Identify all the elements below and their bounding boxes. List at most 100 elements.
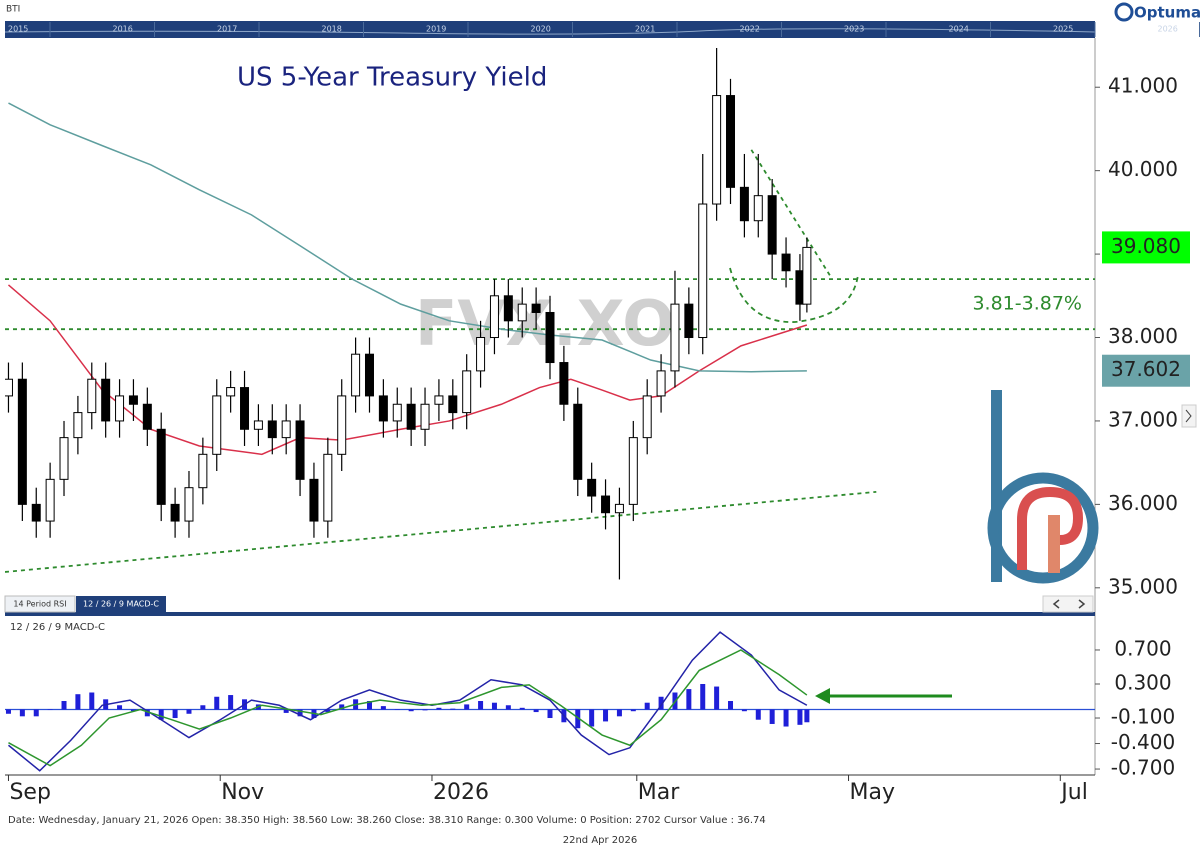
candle-body: [351, 353, 361, 397]
histogram-bar: [200, 705, 206, 710]
annotation-arrow: [815, 688, 952, 704]
x-tick-label: Sep: [9, 780, 50, 805]
histogram-bar: [644, 702, 650, 710]
brand-name: Optuma: [1134, 4, 1200, 22]
histogram-bar: [804, 709, 810, 723]
scroll-buttons[interactable]: [1042, 595, 1094, 613]
candle-body: [642, 395, 652, 439]
histogram-bar: [33, 709, 39, 717]
candle-body: [31, 503, 41, 522]
histogram-bar: [547, 709, 553, 719]
histogram-bar: [741, 709, 747, 712]
timeline-strip: [5, 21, 1095, 38]
candle-body: [142, 403, 152, 430]
timeline-year: 2016: [113, 25, 133, 34]
logo-bar: [1048, 515, 1060, 573]
histogram-bar: [269, 709, 275, 711]
candle-body: [156, 428, 166, 505]
price-label-box: [1102, 231, 1190, 264]
footer-date: 22nd Apr 2026: [563, 835, 638, 846]
candle-body: [753, 195, 763, 222]
scroll-box[interactable]: [1042, 595, 1094, 613]
candle-body: [101, 378, 111, 422]
candle-body: [337, 395, 347, 455]
timeline-year: 2019: [426, 25, 446, 34]
logo: [987, 390, 1099, 584]
histogram-bar: [589, 709, 595, 727]
histogram-bar: [478, 701, 484, 710]
candle-body: [517, 303, 527, 322]
y-tick-label: 0.300: [1114, 670, 1171, 694]
histogram-bar: [214, 696, 220, 710]
y-tick-label: 40.000: [1108, 157, 1178, 181]
indicator-line: [7, 631, 808, 772]
timeline-year: 2021: [635, 25, 655, 34]
candle-body: [420, 403, 430, 430]
histogram-bar: [533, 709, 539, 713]
candle-body: [295, 420, 305, 480]
price-label-box: [1102, 354, 1190, 387]
side-box[interactable]: [1181, 404, 1197, 428]
histogram-bar: [603, 709, 609, 722]
candle-body: [656, 370, 666, 397]
histogram-bar: [394, 709, 400, 711]
tab-active[interactable]: [76, 596, 166, 612]
histogram-bar: [755, 709, 761, 720]
x-tick-label: 2026: [433, 780, 489, 805]
candle-body: [226, 387, 236, 397]
histogram-bar: [408, 709, 414, 712]
y-tick-label: -0.100: [1111, 705, 1175, 729]
candle-body: [115, 395, 125, 422]
candle-body: [462, 370, 472, 414]
histogram-bar: [325, 709, 331, 713]
histogram-bar: [297, 709, 303, 717]
candle-body: [559, 362, 569, 405]
side-button[interactable]: [1181, 404, 1197, 428]
histogram-bar: [19, 709, 25, 717]
scroll-arrows[interactable]: [1052, 599, 1086, 609]
candle-body: [545, 311, 555, 364]
y-tick-label: 35.000: [1108, 574, 1178, 598]
histogram-bar: [144, 709, 150, 717]
candle-body: [128, 395, 138, 405]
level-label: 3.81-3.87%: [972, 293, 1082, 315]
histogram-bar: [47, 709, 53, 711]
histogram-bar: [61, 701, 67, 710]
candle-body: [489, 295, 499, 339]
candle-body: [670, 303, 680, 372]
histogram-bar: [658, 696, 664, 710]
trendline: [5, 490, 877, 573]
tab[interactable]: [4, 595, 76, 613]
logo-inner: [1017, 486, 1084, 570]
histogram-bar: [686, 689, 692, 710]
candle-body: [587, 478, 597, 497]
candle-body: [240, 387, 250, 430]
histogram-bar: [130, 709, 136, 712]
candle-body: [212, 395, 222, 455]
timeline-year: 2022: [740, 25, 760, 34]
candle-body: [184, 487, 194, 522]
histogram-bar: [700, 683, 706, 710]
candle-body: [364, 353, 374, 397]
footer-info: Date: Wednesday, January 21, 2026 Open: …: [8, 815, 766, 826]
histogram-bar: [366, 701, 372, 710]
y-tick-label: 37.000: [1108, 407, 1178, 431]
histogram-bar: [491, 702, 497, 710]
side-arrow[interactable]: [1185, 409, 1192, 423]
histogram-bar: [616, 709, 622, 717]
y-tick-label: 36.000: [1108, 491, 1178, 515]
annotation-arc: [729, 267, 859, 323]
timeline-year: 2026: [1158, 25, 1178, 34]
x-tick-label: May: [850, 780, 895, 805]
histogram-bar: [228, 695, 234, 710]
candle-body: [726, 95, 736, 188]
tab-label[interactable]: 12 / 26 / 9 MACD-C: [83, 600, 159, 609]
timeline-year: 2023: [844, 25, 864, 34]
y-tick-label: -0.700: [1111, 756, 1175, 780]
histogram-bar: [422, 709, 428, 711]
histogram-bar: [769, 709, 775, 724]
tab-label[interactable]: 14 Period RSI: [13, 600, 66, 609]
plot-area: [5, 48, 1095, 580]
candle-body: [198, 453, 208, 489]
